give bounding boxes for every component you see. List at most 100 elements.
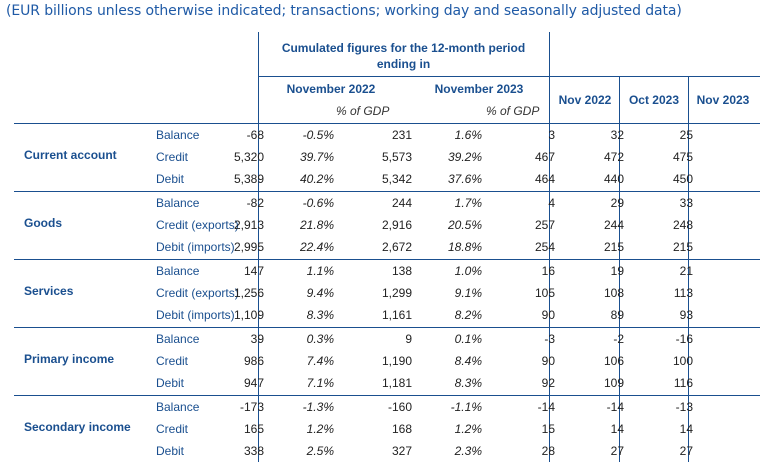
table-row: Debit 5,389 40.2% 5,342 37.6% 464 440 450 [14,168,760,190]
row-label: Debit [156,444,185,458]
table-row: Balance -82 -0.6% 244 1.7% 4 29 33 [14,192,760,214]
row-label: Debit (imports) [156,308,235,322]
cell-m1: 16 [541,264,555,278]
cell-p22: 21.8% [299,218,334,232]
cell-v23: 168 [391,422,412,436]
cell-v22: 338 [243,444,264,458]
cell-m2: 106 [603,354,624,368]
row-group: Primary income Balance 39 0.3% 9 0.1% -3 -2 -16 C… [14,327,760,395]
cell-p22: 22.4% [299,240,334,254]
row-group: Current account Balance -68 -0.5% 231 1.6% 3 32… [14,123,760,191]
cell-v23: 5,573 [381,150,412,164]
group-name: Goods [24,216,62,230]
row-label: Balance [156,128,200,142]
cell-v22: 2,913 [233,218,264,232]
header-divider-right [549,32,550,462]
cell-v22: 986 [243,354,264,368]
cell-m3: 27 [679,444,693,458]
cell-m1: 90 [541,308,555,322]
cell-m1: -3 [544,332,555,346]
cell-v22: -173 [239,400,264,414]
cell-v22: 947 [243,376,264,390]
row-label: Balance [156,400,200,414]
cell-m2: -2 [613,332,624,346]
cell-m2: 108 [603,286,624,300]
cell-m2: 472 [603,150,624,164]
cell-p23: 37.6% [447,172,482,186]
cell-v23: 244 [391,196,412,210]
cell-m1: 28 [541,444,555,458]
group-name: Current account [24,148,117,162]
table-row: Credit (exports) 2,913 21.8% 2,916 20.5% 257 2… [14,214,760,236]
column-divider-left [258,120,259,462]
table-row: Debit (imports) 2,995 22.4% 2,672 18.8% 254 21… [14,236,760,258]
cell-p23: 1.2% [454,422,482,436]
table-row: Credit (exports) 1,256 9.4% 1,299 9.1% 105 108… [14,282,760,304]
header-pct-gdp-2022: % of GDP [336,104,390,118]
cell-m3: 450 [672,172,693,186]
group-name: Primary income [24,352,115,366]
cell-m3: 93 [679,308,693,322]
cell-m1: -14 [537,400,555,414]
header-month-3: Nov 2023 [696,93,750,107]
cell-p23: -1.1% [450,400,482,414]
cell-m2: 14 [610,422,624,436]
header-month-1: Nov 2022 [558,93,612,107]
cell-m3: 113 [673,286,693,300]
cell-m3: 21 [679,264,693,278]
cell-m1: 90 [541,354,555,368]
header-rule-monthly [549,76,760,77]
header-nov2023: November 2023 [434,82,524,96]
group-name: Secondary income [24,420,131,434]
row-group: Secondary income Balance -173 -1.3% -160 -1.1… [14,395,760,463]
group-name: Services [24,284,74,298]
row-label: Balance [156,332,200,346]
cell-m3: -16 [675,332,693,346]
cell-v22: -68 [246,128,264,142]
row-group: Services Balance 147 1.1% 138 1.0% 16 19 21 Credi… [14,259,760,327]
header-nov2022: November 2022 [286,82,376,96]
cell-p22: -1.3% [302,400,334,414]
cell-m1: 105 [534,286,555,300]
cell-p23: 8.3% [454,376,482,390]
cell-v22: 39 [250,332,264,346]
cell-v23: 2,916 [381,218,412,232]
cell-p22: 7.1% [306,376,334,390]
header-month-2: Oct 2023 [628,93,680,107]
row-label: Credit [156,354,189,368]
table-row: Balance 39 0.3% 9 0.1% -3 -2 -16 [14,328,760,350]
cell-v23: 2,672 [381,240,412,254]
cell-m2: 440 [603,172,624,186]
cell-m2: 32 [610,128,624,142]
cell-p23: 1.7% [454,196,482,210]
cell-m3: 215 [672,240,693,254]
cell-p23: 9.1% [454,286,482,300]
row-label: Debit [156,172,185,186]
cell-m1: 4 [548,196,555,210]
balance-of-payments-table: Current account Balance -68 -0.5% 231 1.6% 3 32… [14,123,760,463]
cell-v23: 5,342 [381,172,412,186]
cell-p22: 1.2% [306,422,334,436]
table-row: Balance -68 -0.5% 231 1.6% 3 32 25 [14,124,760,146]
table-row: Debit (imports) 1,109 8.3% 1,161 8.2% 90 89 93 [14,304,760,326]
cell-v23: 231 [391,128,412,142]
cell-v23: 138 [391,264,412,278]
row-label: Debit [156,376,185,390]
row-label: Balance [156,196,200,210]
cell-m1: 467 [534,150,555,164]
cell-p23: 39.2% [447,150,482,164]
cell-m1: 15 [541,422,555,436]
table-row: Credit 986 7.4% 1,190 8.4% 90 106 100 [14,350,760,372]
cell-p22: 9.4% [306,286,334,300]
row-label: Credit [156,150,189,164]
cell-v22: 1,109 [233,308,264,322]
monthly-divider-2 [688,76,689,462]
cell-v23: 1,299 [381,286,412,300]
header-pct-gdp-2023: % of GDP [486,104,540,118]
table-row: Debit 947 7.1% 1,181 8.3% 92 109 116 [14,372,760,394]
cell-p22: 40.2% [299,172,334,186]
cell-m2: 19 [610,264,624,278]
cell-v23: 1,181 [381,376,412,390]
row-label: Credit [156,422,189,436]
header-rule-cumulated [258,76,549,77]
